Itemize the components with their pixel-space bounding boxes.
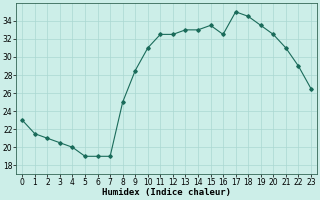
X-axis label: Humidex (Indice chaleur): Humidex (Indice chaleur) (102, 188, 231, 197)
